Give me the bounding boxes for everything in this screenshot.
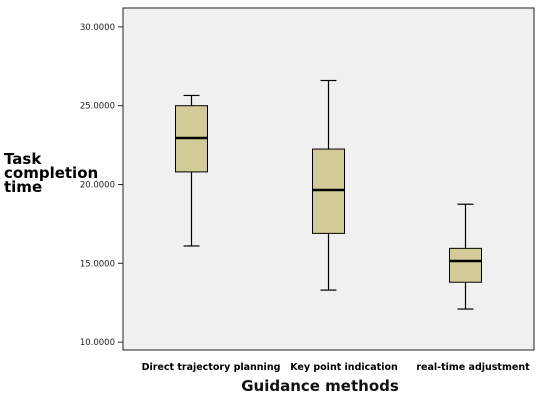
y-tick-label: 20.0000 xyxy=(80,181,115,191)
y-axis-title-line-3: time xyxy=(4,178,42,196)
y-tick-label: 10.0000 xyxy=(80,338,115,348)
box-group xyxy=(175,94,208,247)
x-axis-title: Guidance methods xyxy=(241,377,399,395)
box-group xyxy=(312,79,345,291)
y-tick-label: 30.0000 xyxy=(80,23,115,33)
y-axis-title-line-1: Task xyxy=(4,150,42,168)
y-tick-label: 15.0000 xyxy=(80,259,115,269)
y-axis-title-line-2: completion xyxy=(4,164,98,182)
box-group xyxy=(449,203,482,310)
category-label: Key point indication xyxy=(290,362,398,373)
boxes xyxy=(175,79,482,310)
category-label: real-time adjustment xyxy=(416,362,530,373)
iqr-box xyxy=(449,247,482,283)
category-label: Direct trajectory planning xyxy=(142,362,281,373)
category-labels: Direct trajectory planning Key point indi… xyxy=(142,362,530,373)
y-axis-ticks: 10.0000 15.0000 20.0000 25.0000 30.0000 xyxy=(80,23,123,348)
y-tick-label: 25.0000 xyxy=(80,102,115,112)
